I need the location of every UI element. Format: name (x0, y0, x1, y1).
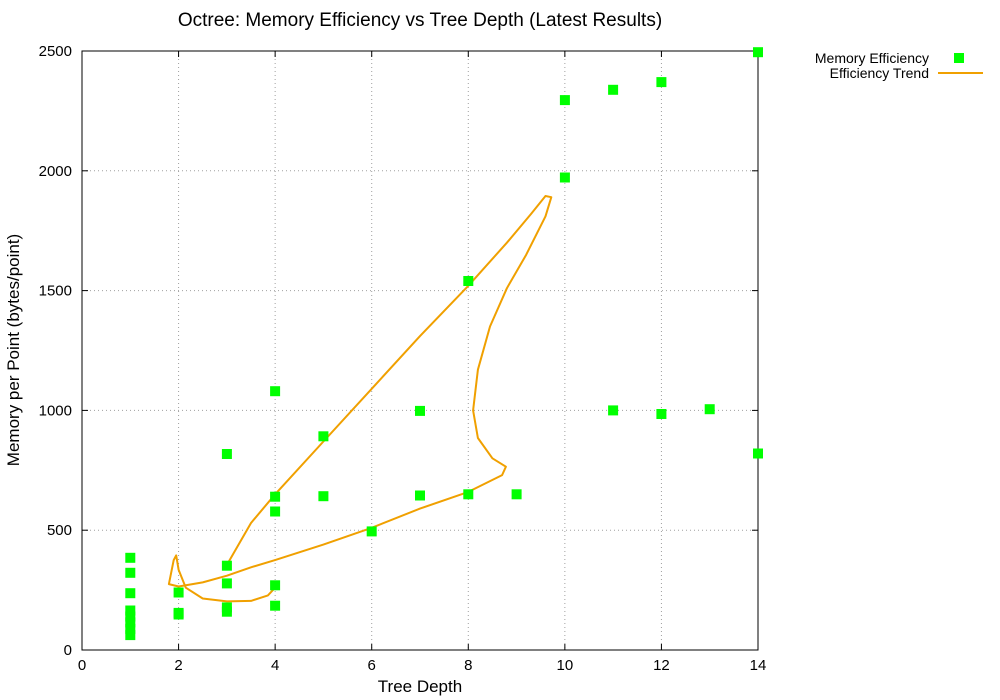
data-point (125, 617, 136, 628)
legend-label-efficiency-trend: Efficiency Trend (830, 65, 929, 81)
x-tick-label: 14 (750, 657, 767, 674)
data-point (704, 404, 715, 415)
x-tick-label: 0 (78, 657, 86, 674)
data-point (608, 405, 619, 416)
y-tick-label: 500 (47, 522, 72, 539)
legend-marker-memory-efficiency (954, 53, 964, 63)
x-tick-label: 4 (271, 657, 279, 674)
x-tick-label: 2 (174, 657, 182, 674)
x-tick-label: 6 (368, 657, 376, 674)
x-tick-label: 12 (653, 657, 670, 674)
series-layer (125, 47, 763, 641)
y-tick-label: 0 (64, 642, 72, 659)
data-point (125, 630, 136, 641)
y-tick-label: 1000 (39, 402, 72, 419)
data-point (559, 172, 570, 183)
data-point (221, 560, 232, 571)
legend-label-memory-efficiency: Memory Efficiency (815, 50, 929, 66)
data-point (753, 448, 763, 459)
grid-lines (82, 51, 758, 650)
data-point (270, 600, 281, 611)
x-tick-label: 8 (464, 657, 472, 674)
data-point (125, 611, 136, 622)
data-point (511, 489, 522, 500)
data-point (270, 506, 281, 517)
data-point (125, 588, 136, 599)
x-axis-label: Tree Depth (378, 677, 462, 696)
y-tick-label: 1500 (39, 283, 72, 300)
axis-ticks: 0 2 4 6 8 10 12 14 0 500 1000 1500 2000 2500 (39, 43, 767, 674)
data-point (463, 489, 474, 500)
efficiency-trend-line (167, 195, 553, 603)
data-point (415, 405, 425, 416)
data-point (270, 491, 281, 502)
data-point (318, 431, 329, 442)
data-point (656, 409, 667, 419)
data-point (608, 84, 619, 95)
chart-title: Octree: Memory Efficiency vs Tree Depth … (178, 10, 662, 31)
data-point (125, 605, 136, 616)
legend: Memory Efficiency Efficiency Trend (815, 50, 983, 81)
y-tick-label: 2000 (39, 163, 72, 180)
data-point (559, 95, 570, 106)
data-point (366, 526, 377, 537)
data-point (753, 47, 763, 58)
plot-frame (81, 50, 759, 651)
data-point (125, 567, 136, 578)
data-point (125, 623, 136, 634)
data-point (656, 77, 667, 88)
data-point (270, 386, 281, 397)
data-point (173, 587, 184, 598)
data-point (415, 490, 425, 501)
data-point (173, 609, 184, 620)
y-axis-label: Memory per Point (bytes/point) (4, 234, 23, 466)
x-tick-label: 10 (557, 657, 574, 674)
data-point (463, 276, 474, 286)
y-tick-label: 2500 (39, 43, 72, 60)
data-point (221, 449, 232, 459)
data-point (221, 578, 232, 589)
data-point (270, 580, 281, 591)
data-point (221, 606, 232, 617)
data-point (318, 491, 329, 502)
data-point (125, 552, 136, 563)
